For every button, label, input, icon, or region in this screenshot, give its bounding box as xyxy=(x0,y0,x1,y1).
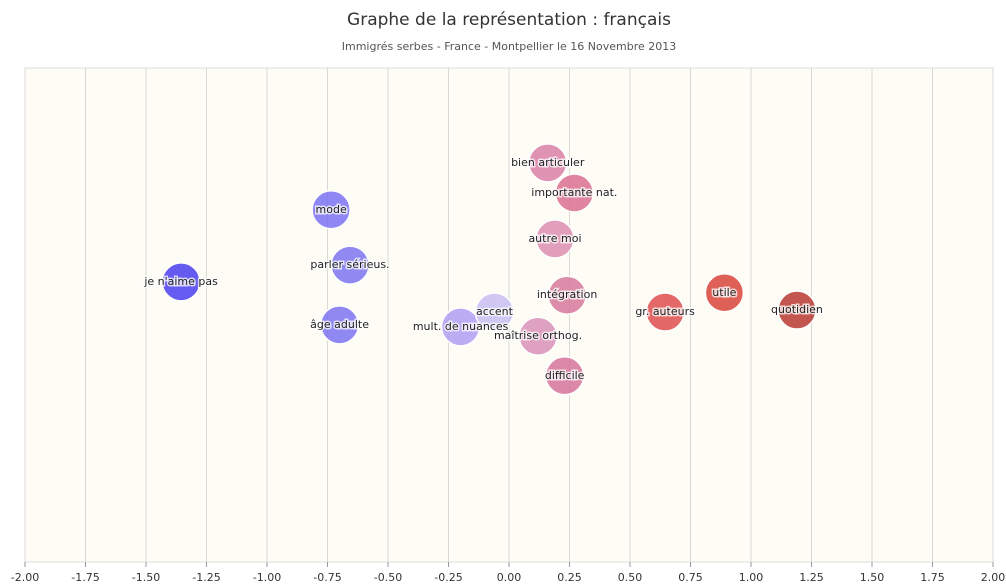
x-tick-label: -2.00 xyxy=(11,571,39,584)
bubble xyxy=(554,173,595,213)
x-tick-label: -0.75 xyxy=(313,571,341,584)
x-tick-label: -1.00 xyxy=(253,571,281,584)
chart-title: Graphe de la représentation : français xyxy=(347,10,671,30)
x-tick-label: 1.75 xyxy=(920,571,945,584)
bubble-label: importante nat. xyxy=(531,186,617,199)
x-tick-label: 1.50 xyxy=(860,571,885,584)
bubble xyxy=(547,275,587,315)
bubble-label: utile xyxy=(712,286,736,299)
bubble-label: difficile xyxy=(545,369,585,382)
bubble xyxy=(161,262,201,302)
bubble xyxy=(535,219,575,259)
x-tick-label: 0.25 xyxy=(557,571,582,584)
x-tick-label: 0.75 xyxy=(678,571,703,584)
x-tick-label: -1.75 xyxy=(71,571,99,584)
x-tick-label: -0.25 xyxy=(434,571,462,584)
bubble xyxy=(645,292,685,332)
bubble xyxy=(777,290,817,330)
bubble xyxy=(704,273,745,313)
bubble-label: âge adulte xyxy=(310,318,369,331)
bubble-label: gr. auteurs xyxy=(635,305,695,318)
bubble xyxy=(330,245,370,285)
bubble-label: mult. de nuances xyxy=(413,320,509,333)
bubble xyxy=(474,292,515,332)
bubble-label: mode xyxy=(316,203,347,216)
bubble-label: je n'aime pas xyxy=(143,275,218,288)
x-tick-label: -0.50 xyxy=(374,571,402,584)
x-tick-label: 0.50 xyxy=(618,571,643,584)
bubble-label: maîtrise orthog. xyxy=(494,329,582,342)
bubble xyxy=(319,305,360,345)
chart-subtitle: Immigrés serbes - France - Montpellier l… xyxy=(342,40,677,53)
bubble-label: bien articuler xyxy=(511,156,585,169)
bubble-label: parler sérieus. xyxy=(310,258,389,271)
bubble-label: quotidien xyxy=(771,303,823,316)
bubble xyxy=(527,143,568,183)
bubble-label: autre moi xyxy=(528,232,581,245)
x-tick-label: -1.25 xyxy=(192,571,220,584)
x-tick-label: -1.50 xyxy=(132,571,160,584)
bubble xyxy=(311,190,351,230)
bubble xyxy=(544,356,585,396)
x-tick-label: 2.00 xyxy=(981,571,1006,584)
bubble xyxy=(518,316,558,356)
bubble-label: accent xyxy=(476,305,514,318)
bubble-label: intégration xyxy=(537,288,597,301)
x-tick-label: 0.00 xyxy=(497,571,522,584)
x-tick-label: 1.00 xyxy=(739,571,764,584)
bubble xyxy=(440,307,481,347)
x-tick-label: 1.25 xyxy=(799,571,824,584)
